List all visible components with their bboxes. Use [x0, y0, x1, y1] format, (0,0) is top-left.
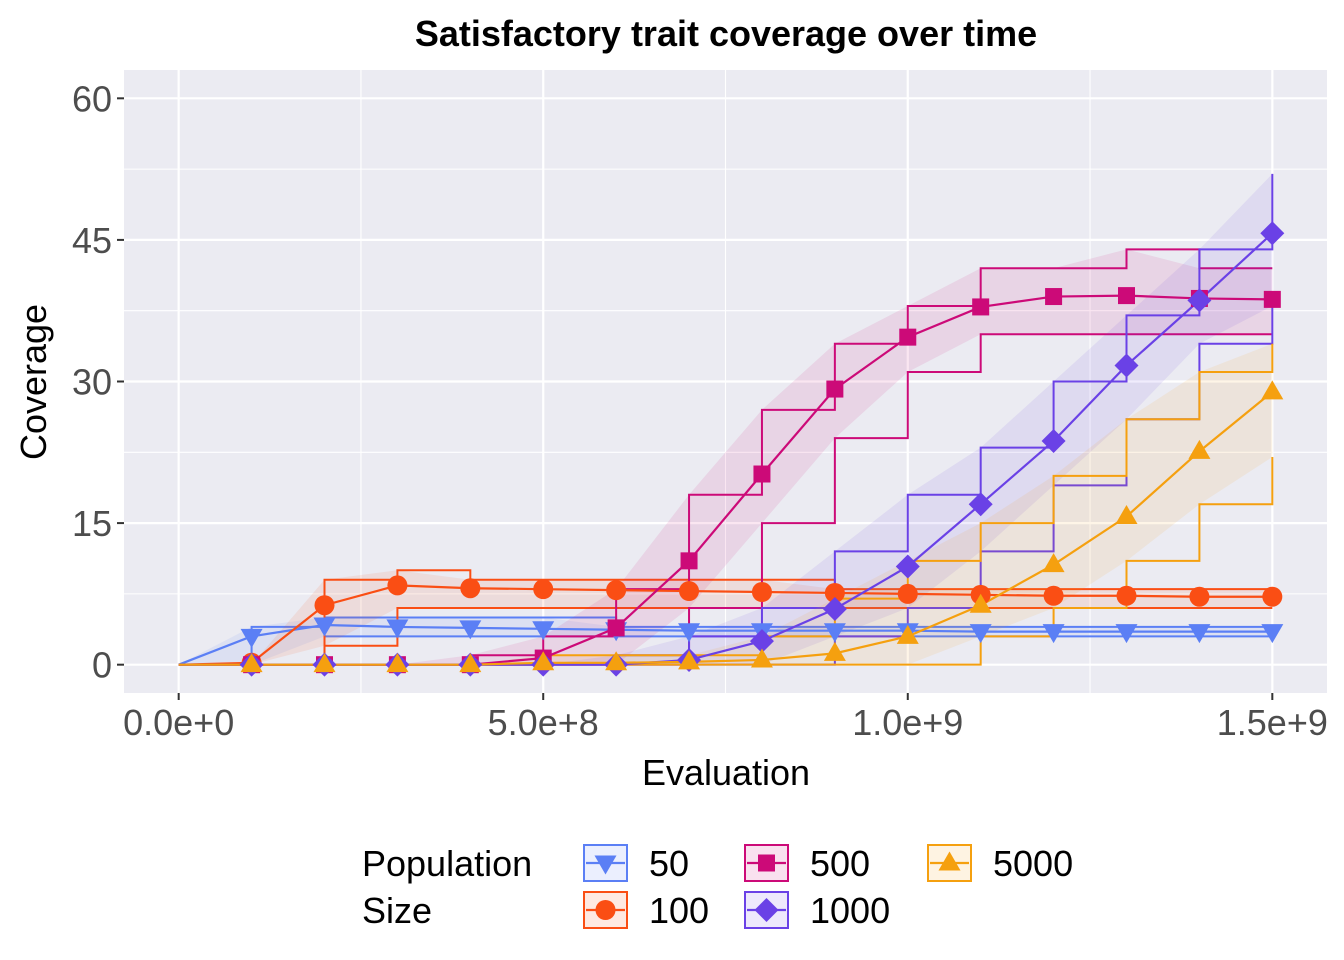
marker-pop-1000	[1260, 221, 1285, 246]
marker-pop-100	[751, 581, 772, 602]
marker-pop-50	[313, 617, 336, 637]
line-pop-5000	[178, 391, 1274, 666]
marker-pop-500	[680, 552, 698, 570]
marker-pop-100	[897, 583, 918, 604]
marker-pop-5000	[1261, 380, 1284, 400]
legend-key-marker	[594, 855, 617, 875]
marker-pop-50	[386, 619, 409, 639]
legend-key-marker	[938, 851, 961, 871]
marker-pop-5000	[1115, 504, 1138, 524]
marker-pop-5000	[459, 653, 482, 673]
x-tick-label: 1.0e+9	[852, 702, 963, 743]
marker-pop-100	[314, 595, 335, 616]
x-tick-label: 1.5e+9	[1217, 702, 1328, 743]
marker-pop-1000	[749, 629, 774, 654]
marker-pop-100	[1189, 586, 1210, 607]
marker-pop-1000	[1187, 288, 1212, 313]
marker-pop-100	[1043, 585, 1064, 606]
x-axis-title: Evaluation	[642, 752, 810, 793]
y-tick-label: 60	[72, 78, 112, 119]
band-pop-50	[178, 617, 1273, 665]
legend-key-marker	[595, 900, 616, 920]
legend-item-5000: 5000	[927, 843, 1073, 884]
marker-pop-500	[1118, 287, 1135, 305]
band-pop-500	[178, 249, 1273, 665]
marker-pop-1000	[1041, 428, 1066, 453]
marker-pop-50	[240, 628, 263, 648]
band-pop-5000	[178, 343, 1273, 665]
marker-pop-5000	[969, 593, 992, 613]
legend-item-100: 100	[583, 890, 709, 931]
marker-pop-5000	[605, 651, 628, 671]
y-axis-title: Coverage	[13, 304, 54, 460]
marker-pop-500	[899, 328, 917, 346]
marker-pop-100	[824, 582, 845, 603]
x-tick-label: 0.0e+0	[123, 702, 234, 743]
marker-pop-100	[460, 578, 481, 599]
legend-title-line-2: Size	[362, 890, 432, 931]
series-markers	[239, 221, 1285, 677]
axes: 0 15 30 45 60 0.0e+0 5.0e+8 1.0e+9 1.5e+9	[72, 78, 1328, 743]
marker-pop-50	[969, 624, 992, 644]
marker-pop-50	[1261, 624, 1284, 644]
legend-key-marker	[758, 854, 775, 872]
marker-pop-50	[678, 623, 701, 643]
legend: Population Size 50 100 500 1000 5000	[362, 843, 1073, 931]
y-tick-label: 0	[92, 645, 112, 686]
legend-label: 5000	[993, 843, 1073, 884]
marker-pop-100	[1262, 586, 1283, 607]
marker-pop-500	[972, 298, 990, 316]
marker-pop-1000	[1114, 353, 1139, 378]
x-tick-label: 5.0e+8	[488, 702, 599, 743]
marker-pop-5000	[896, 624, 919, 644]
band-upper-pop-100	[178, 569, 1273, 666]
marker-pop-500	[1263, 290, 1281, 308]
marker-pop-500	[1045, 288, 1063, 306]
marker-pop-500	[826, 380, 844, 398]
marker-pop-5000	[313, 653, 336, 673]
marker-pop-50	[459, 620, 482, 640]
legend-label: 50	[649, 843, 689, 884]
marker-pop-50	[1042, 624, 1065, 644]
marker-pop-1000	[895, 554, 920, 579]
marker-pop-50	[1115, 624, 1138, 644]
series-lines	[178, 232, 1274, 666]
marker-pop-100	[1116, 585, 1137, 606]
legend-item-50: 50	[583, 843, 689, 884]
line-pop-50	[178, 623, 1273, 666]
marker-pop-100	[387, 575, 408, 596]
marker-pop-1000	[822, 596, 847, 621]
marker-pop-100	[533, 579, 554, 600]
y-tick-label: 45	[72, 220, 112, 261]
marker-pop-5000	[386, 653, 409, 673]
legend-key-marker	[754, 898, 779, 922]
marker-pop-5000	[678, 650, 701, 670]
marker-pop-5000	[532, 651, 555, 671]
marker-pop-500	[753, 465, 771, 483]
marker-pop-500	[607, 619, 625, 637]
marker-pop-50	[532, 621, 555, 641]
y-tick-label: 15	[72, 503, 112, 544]
y-tick-label: 30	[72, 362, 112, 403]
legend-label: 1000	[810, 890, 890, 931]
marker-pop-100	[606, 580, 627, 601]
marker-pop-5000	[1042, 553, 1065, 573]
marker-pop-50	[1188, 624, 1211, 644]
chart-title: Satisfactory trait coverage over time	[415, 13, 1037, 54]
legend-title-line-1: Population	[362, 843, 532, 884]
marker-pop-5000	[1188, 439, 1211, 459]
legend-item-500: 500	[744, 843, 870, 884]
marker-pop-100	[679, 581, 700, 602]
legend-label: 500	[810, 843, 870, 884]
marker-pop-1000	[968, 492, 993, 517]
legend-item-1000: 1000	[744, 890, 890, 931]
line-pop-100	[178, 584, 1273, 666]
marker-pop-50	[823, 623, 846, 643]
marker-pop-5000	[750, 648, 773, 668]
marker-pop-5000	[823, 641, 846, 661]
marker-pop-5000	[240, 653, 263, 673]
legend-label: 100	[649, 890, 709, 931]
